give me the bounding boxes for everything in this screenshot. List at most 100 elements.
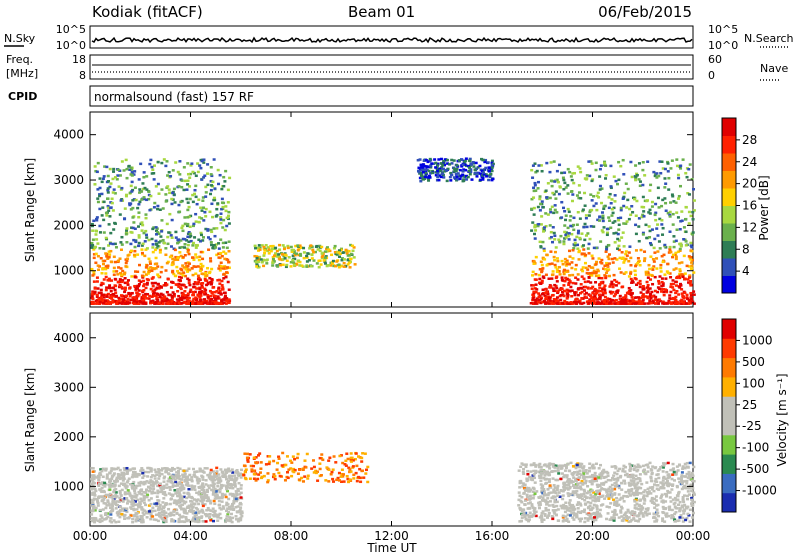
power-cell bbox=[654, 211, 658, 215]
power-cell bbox=[573, 291, 577, 294]
power-cell bbox=[150, 269, 154, 273]
power-cell bbox=[598, 215, 602, 219]
power-cell bbox=[221, 226, 225, 229]
velocity-cell bbox=[185, 496, 189, 500]
y-tick-label: 2000 bbox=[53, 218, 84, 232]
velocity-cell bbox=[132, 498, 136, 502]
power-cell bbox=[120, 186, 124, 190]
power-cell bbox=[426, 160, 430, 164]
power-cell bbox=[197, 220, 201, 224]
velocity-cell bbox=[104, 517, 108, 521]
power-cell bbox=[164, 200, 168, 203]
power-cell bbox=[661, 300, 665, 303]
power-cell bbox=[533, 287, 537, 290]
velocity-cell bbox=[357, 475, 361, 479]
power-cell bbox=[590, 199, 594, 202]
power-cell bbox=[690, 178, 694, 181]
power-cell bbox=[585, 174, 589, 177]
velocity-cell bbox=[594, 462, 598, 466]
velocity-cell bbox=[173, 519, 177, 523]
power-cell bbox=[173, 248, 177, 252]
colorbar-tick-label: 28 bbox=[742, 133, 757, 147]
power-cell bbox=[637, 225, 641, 228]
power-cell bbox=[640, 205, 644, 209]
power-cell bbox=[660, 160, 664, 163]
power-cell bbox=[94, 229, 98, 233]
velocity-cell bbox=[223, 468, 227, 472]
power-cell bbox=[123, 217, 127, 220]
power-cell bbox=[643, 174, 647, 177]
power-cell bbox=[94, 261, 98, 265]
velocity-cell bbox=[685, 497, 689, 501]
velocity-cell bbox=[175, 476, 179, 480]
velocity-cell bbox=[177, 494, 181, 498]
power-cell bbox=[549, 210, 553, 214]
power-cell bbox=[668, 210, 672, 214]
power-cell bbox=[205, 273, 209, 277]
velocity-cell bbox=[272, 473, 276, 476]
power-cell bbox=[147, 193, 151, 197]
power-cell bbox=[662, 293, 666, 297]
velocity-cell bbox=[133, 492, 137, 495]
power-cell bbox=[595, 298, 599, 301]
power-cell bbox=[680, 288, 684, 291]
velocity-cell bbox=[106, 499, 110, 502]
power-cell bbox=[133, 275, 137, 279]
power-cell bbox=[687, 222, 691, 225]
power-cell bbox=[156, 231, 160, 234]
velocity-cell bbox=[218, 506, 222, 510]
velocity-cell bbox=[114, 494, 118, 497]
power-cell bbox=[145, 264, 149, 267]
power-cell bbox=[630, 175, 634, 179]
power-cell bbox=[582, 244, 586, 247]
power-cell bbox=[644, 271, 648, 274]
velocity-cell bbox=[120, 512, 124, 516]
velocity-cell bbox=[160, 472, 164, 476]
power-cell bbox=[215, 253, 219, 257]
power-cell bbox=[129, 230, 133, 234]
power-cell bbox=[186, 235, 190, 239]
power-cell bbox=[566, 295, 570, 299]
power-cell bbox=[679, 244, 683, 248]
velocity-cell bbox=[327, 480, 331, 483]
velocity-cell bbox=[217, 496, 221, 500]
velocity-cell bbox=[140, 493, 144, 496]
velocity-cell bbox=[206, 513, 210, 516]
power-cell bbox=[210, 278, 214, 281]
power-cell bbox=[589, 281, 593, 284]
power-cell bbox=[556, 290, 560, 293]
velocity-cell bbox=[238, 508, 242, 512]
power-cell bbox=[609, 226, 613, 230]
power-cell bbox=[610, 198, 614, 201]
power-cell bbox=[663, 177, 667, 180]
velocity-cell bbox=[248, 477, 252, 480]
power-cell bbox=[172, 292, 176, 296]
power-cell bbox=[462, 178, 466, 181]
velocity-cell bbox=[186, 492, 190, 495]
power-cell bbox=[117, 296, 121, 300]
power-cell bbox=[97, 268, 101, 272]
velocity-cell bbox=[301, 468, 305, 472]
power-cell bbox=[416, 158, 420, 162]
velocity-cell bbox=[254, 479, 258, 482]
power-cell bbox=[180, 301, 184, 305]
power-cell bbox=[438, 169, 442, 172]
power-cell bbox=[218, 282, 222, 285]
velocity-cell bbox=[140, 520, 144, 524]
power-cell bbox=[683, 278, 687, 281]
velocity-cell bbox=[221, 474, 225, 478]
power-cell bbox=[448, 163, 452, 166]
power-cell bbox=[667, 251, 671, 254]
power-cell bbox=[688, 274, 692, 277]
power-cell bbox=[114, 299, 118, 303]
power-cell bbox=[159, 235, 163, 238]
power-cell bbox=[558, 163, 562, 167]
velocity-cell bbox=[230, 502, 234, 506]
power-cell bbox=[490, 166, 494, 169]
power-cell bbox=[199, 282, 203, 285]
power-cell bbox=[194, 246, 198, 249]
power-cell bbox=[187, 252, 191, 256]
power-cell bbox=[198, 216, 202, 219]
power-cell bbox=[185, 188, 189, 191]
power-cell bbox=[127, 165, 131, 168]
